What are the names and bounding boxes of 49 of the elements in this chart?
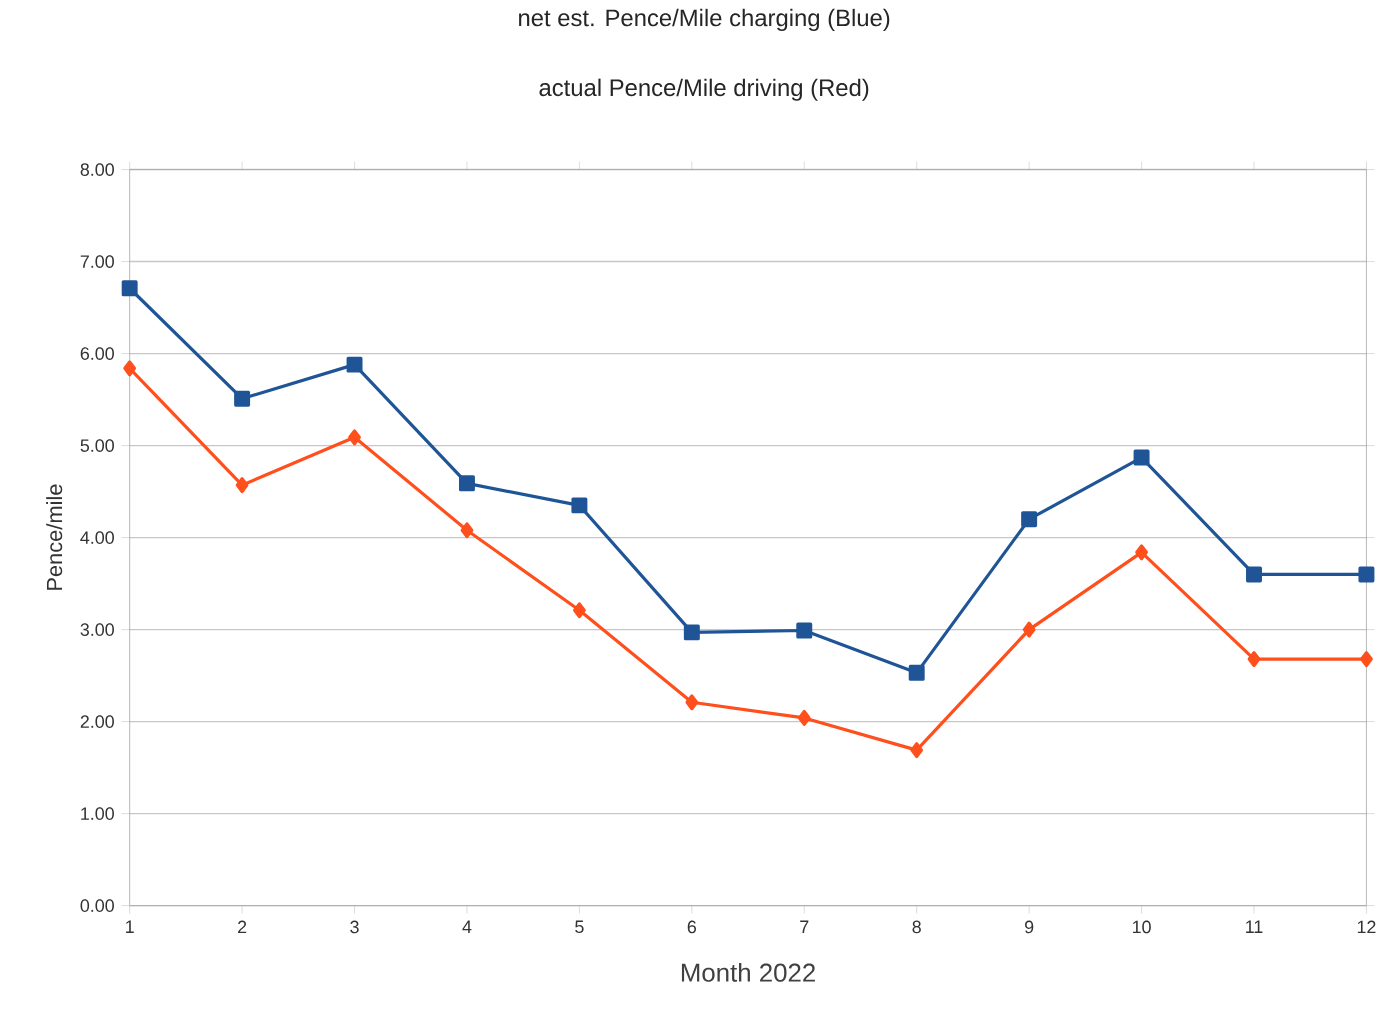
y-tick-label: 4.00 <box>80 531 114 544</box>
y-tick-label: 3.00 <box>80 623 114 636</box>
chart-subtitle: actual Pence/Mile driving (Red) <box>539 78 869 101</box>
point <box>910 741 924 758</box>
point <box>1021 511 1038 527</box>
point <box>235 477 249 493</box>
point <box>460 522 474 539</box>
y-axis-title: Pence/mile <box>46 484 63 590</box>
point <box>121 280 138 297</box>
point <box>685 694 699 711</box>
point <box>348 429 361 446</box>
x-tick-label: 4 <box>462 920 472 933</box>
y-tick-label: 0.00 <box>80 899 114 912</box>
x-tick-label: 10 <box>1132 920 1151 934</box>
point <box>1247 650 1261 667</box>
point <box>797 709 811 726</box>
point <box>458 475 475 492</box>
x-tick-label: 6 <box>687 920 697 934</box>
point <box>1133 449 1150 466</box>
point <box>1135 544 1148 561</box>
point <box>123 360 137 377</box>
point <box>346 356 363 373</box>
x-tick-label: 5 <box>575 920 584 933</box>
x-tick-label: 7 <box>800 920 809 933</box>
point <box>234 390 251 407</box>
chart-title: net est. Pence/Mile charging (Blue) <box>519 8 890 31</box>
x-tick-label: 11 <box>1246 920 1263 933</box>
point <box>1246 566 1262 583</box>
x-tick-label: 9 <box>1025 920 1034 934</box>
x-tick-label: 2 <box>238 920 247 933</box>
x-tick-label: 1 <box>126 920 134 933</box>
y-tick-label: 1.00 <box>81 807 114 820</box>
x-tick-label: 3 <box>350 920 359 934</box>
point <box>571 497 588 514</box>
x-tick-label: 12 <box>1357 920 1376 933</box>
x-axis-title: Month 2022 <box>681 962 815 982</box>
y-tick-label: 8.00 <box>80 163 114 176</box>
point <box>908 664 925 681</box>
point <box>1360 650 1373 667</box>
point <box>573 602 586 619</box>
point <box>796 622 813 639</box>
point <box>1358 566 1375 583</box>
point <box>1022 621 1036 638</box>
y-tick-label: 7.00 <box>80 255 114 268</box>
y-tick-label: 6.00 <box>80 347 114 360</box>
x-tick-label: 8 <box>912 920 921 934</box>
y-tick-label: 2.00 <box>80 715 114 728</box>
y-tick-label: 5.00 <box>80 439 114 452</box>
point <box>683 624 700 641</box>
